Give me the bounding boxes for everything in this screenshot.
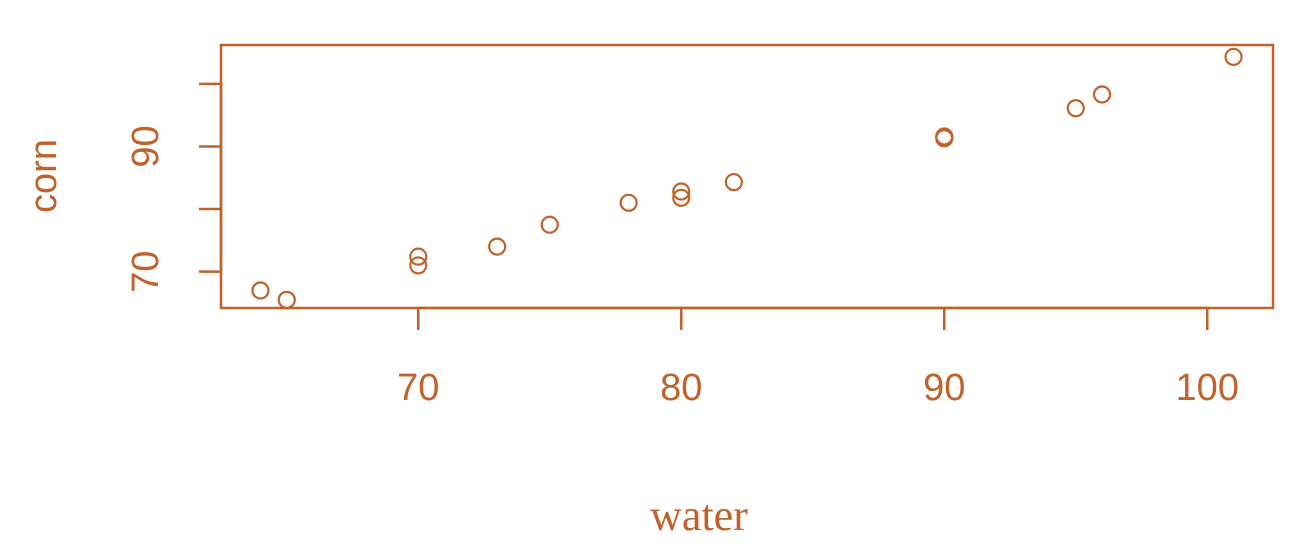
data-point: [251, 281, 270, 300]
data-point: [724, 173, 743, 192]
y-axis: 70 90: [125, 82, 223, 293]
data-point: [1066, 99, 1085, 118]
x-tick-label: 100: [1176, 367, 1239, 409]
x-axis-title: water: [650, 491, 748, 540]
y-tick-label: 90: [125, 125, 167, 167]
data-point: [672, 182, 691, 201]
data-point: [619, 193, 638, 212]
data-point: [540, 215, 559, 234]
data-point: [1224, 47, 1243, 66]
x-axis: 70 80 90 100: [397, 306, 1239, 409]
y-tick-label: 70: [125, 251, 167, 293]
x-tick-label: 80: [660, 367, 702, 409]
data-point: [935, 129, 954, 148]
plot-frame: [219, 43, 1275, 310]
data-point: [409, 247, 428, 266]
y-axis-title: corn: [23, 139, 65, 213]
data-point: [409, 256, 428, 275]
data-points: [251, 47, 1243, 309]
data-point: [488, 237, 507, 256]
x-tick-label: 70: [397, 367, 439, 409]
data-point: [1092, 85, 1112, 104]
data-point: [277, 290, 296, 309]
data-point: [672, 188, 691, 207]
x-tick-label: 90: [923, 367, 965, 409]
